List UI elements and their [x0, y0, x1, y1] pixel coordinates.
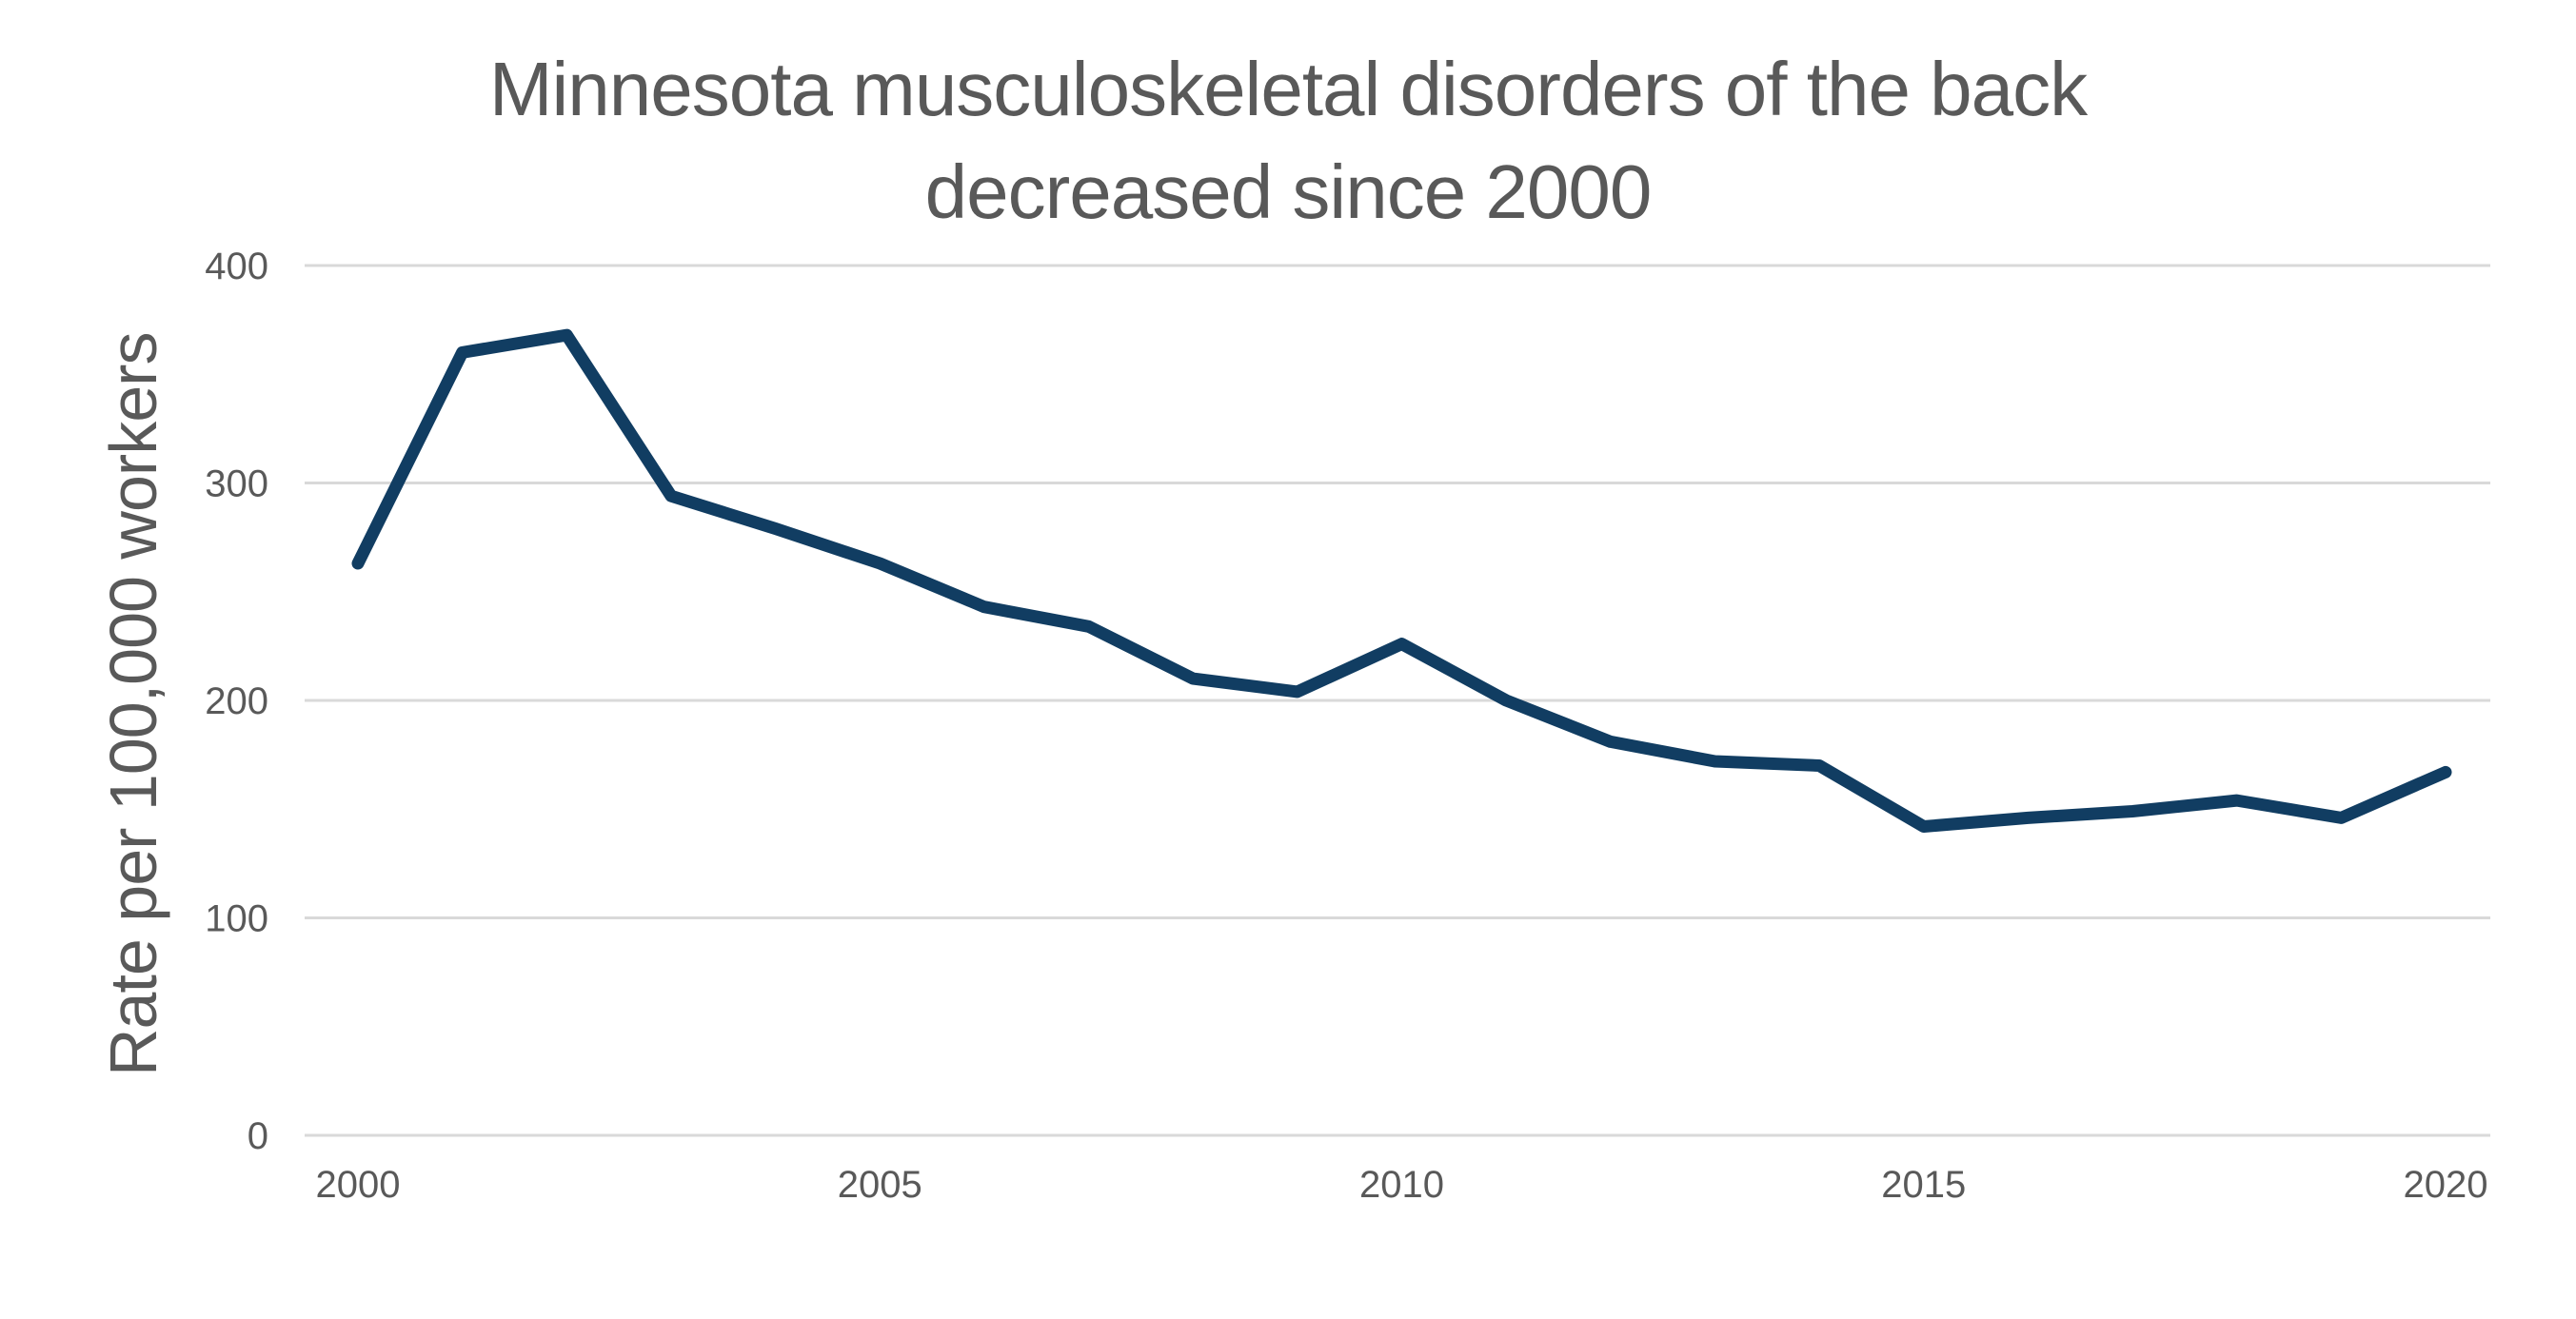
- y-tick-label: 0: [248, 1115, 268, 1157]
- x-tick-label: 2015: [1881, 1164, 1966, 1206]
- chart-title: Minnesota musculoskeletal disorders of t…: [488, 47, 2088, 234]
- trend-line: [351, 328, 2452, 833]
- y-tick-label: 100: [205, 898, 268, 940]
- y-tick-label: 200: [205, 680, 268, 722]
- x-tick-label: 2005: [838, 1164, 922, 1206]
- x-tick-label: 2000: [316, 1164, 401, 1206]
- x-tick-label: 2010: [1359, 1164, 1444, 1206]
- x-tick-label: 2020: [2404, 1164, 2488, 1206]
- y-tick-label: 400: [205, 246, 268, 287]
- y-tick-label: 300: [205, 463, 268, 505]
